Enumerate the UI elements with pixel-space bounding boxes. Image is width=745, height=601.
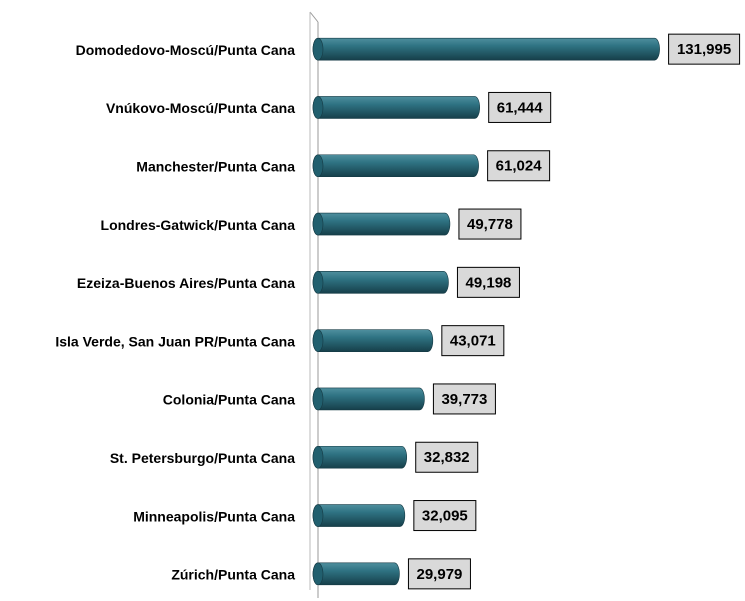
category-label: Ezeiza-Buenos Aires/Punta Cana	[77, 275, 295, 291]
category-label: St. Petersburgo/Punta Cana	[110, 450, 295, 466]
value-label-box	[456, 266, 520, 298]
bar	[312, 562, 400, 586]
bar	[312, 96, 480, 119]
category-label: Londres-Gatwick/Punta Cana	[101, 217, 296, 233]
bar-cap	[312, 562, 324, 586]
category-label: Colonia/Punta Cana	[163, 392, 295, 408]
bar-cap	[312, 504, 324, 527]
value-label-box	[432, 383, 496, 415]
category-label: Minneapolis/Punta Cana	[133, 508, 295, 524]
bar	[312, 504, 406, 527]
bar	[312, 445, 407, 469]
bar	[312, 154, 479, 178]
bar	[312, 329, 434, 352]
bar-cap	[312, 212, 324, 236]
category-label: Domodedovo-Moscú/Punta Cana	[76, 42, 296, 58]
category-label: Zúrich/Punta Cana	[171, 567, 295, 583]
bar	[312, 212, 451, 236]
bar-cap	[312, 37, 324, 61]
value-label: 61,024	[496, 158, 543, 175]
bar-cap	[312, 96, 324, 119]
value-label: 29,979	[417, 566, 463, 583]
bar-cap	[312, 387, 324, 411]
value-label: 131,995	[677, 41, 731, 58]
bar-cap	[312, 445, 324, 469]
bar-cap	[312, 271, 324, 294]
bar	[312, 37, 660, 61]
category-label: Vnúkovo-Moscú/Punta Cana	[106, 100, 295, 116]
value-label: 32,095	[422, 508, 468, 525]
bar-cap	[312, 329, 324, 352]
value-label: 43,071	[450, 333, 496, 350]
bar	[312, 387, 425, 411]
value-label-box	[487, 150, 551, 182]
value-label-box	[458, 208, 522, 240]
value-label-box	[488, 91, 552, 123]
value-label: 49,778	[467, 216, 513, 233]
category-label: Isla Verde, San Juan PR/Punta Cana	[55, 333, 295, 349]
value-label: 39,773	[441, 391, 487, 408]
value-label-box	[415, 441, 479, 473]
bar	[312, 271, 449, 294]
value-label-box	[668, 33, 741, 65]
value-label-box	[441, 325, 505, 357]
value-label: 49,198	[466, 274, 512, 291]
category-label: Manchester/Punta Cana	[136, 158, 295, 174]
bar-cap	[312, 154, 324, 178]
axis-depth	[309, 11, 319, 23]
value-label-box	[407, 558, 471, 590]
value-label: 61,444	[497, 99, 544, 116]
value-label-box	[413, 500, 477, 532]
value-label: 32,832	[424, 449, 470, 466]
